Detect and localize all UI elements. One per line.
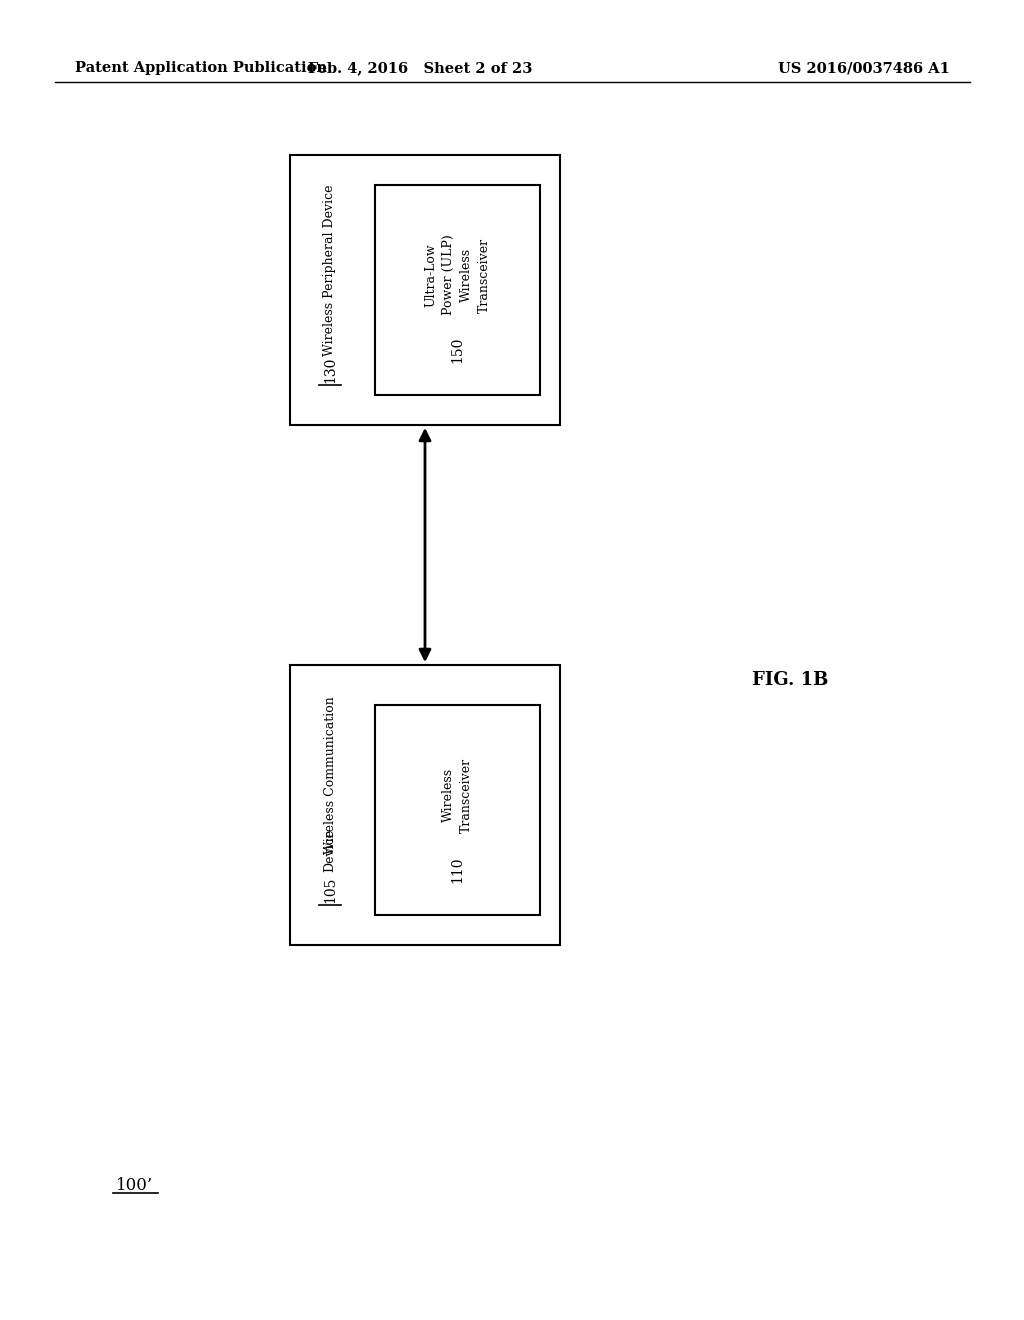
Text: 110: 110 (451, 857, 465, 883)
Text: Feb. 4, 2016   Sheet 2 of 23: Feb. 4, 2016 Sheet 2 of 23 (308, 61, 532, 75)
Text: 105: 105 (323, 876, 337, 903)
Text: US 2016/0037486 A1: US 2016/0037486 A1 (778, 61, 950, 75)
Text: FIG. 1B: FIG. 1B (752, 671, 828, 689)
Text: Wireless
Transceiver: Wireless Transceiver (442, 758, 473, 833)
Text: Wireless Communication: Wireless Communication (324, 696, 337, 854)
Text: 150: 150 (451, 337, 465, 363)
Bar (290, 154, 560, 425)
Text: Patent Application Publication: Patent Application Publication (75, 61, 327, 75)
Text: Ultra-Low
Power (ULP)
Wireless
Transceiver: Ultra-Low Power (ULP) Wireless Transceiv… (424, 235, 490, 315)
Text: Device: Device (324, 829, 337, 871)
Bar (375, 185, 540, 395)
Bar (375, 705, 540, 915)
Text: Wireless Peripheral Device: Wireless Peripheral Device (324, 185, 337, 356)
Text: 100’: 100’ (117, 1176, 154, 1193)
Text: 130: 130 (323, 356, 337, 383)
Bar (290, 665, 560, 945)
